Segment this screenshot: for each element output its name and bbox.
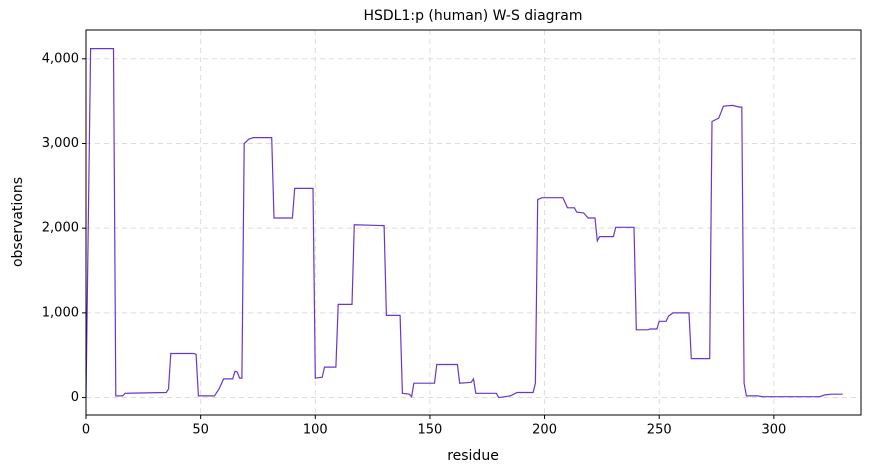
x-tick-label: 100 bbox=[303, 423, 328, 438]
x-tick-label: 0 bbox=[82, 423, 90, 438]
data-line bbox=[85, 47, 843, 399]
x-tick-label: 200 bbox=[532, 423, 557, 438]
x-tick-label: 250 bbox=[647, 423, 672, 438]
chart-title: HSDL1:p (human) W-S diagram bbox=[363, 8, 582, 24]
y-tick-label: 1,000 bbox=[42, 305, 79, 320]
y-tick-label: 2,000 bbox=[42, 221, 79, 236]
plot-frame bbox=[85, 29, 862, 416]
x-axis-label: residue bbox=[447, 448, 499, 464]
y-tick-label: 0 bbox=[71, 390, 79, 405]
x-tick-label: 50 bbox=[192, 423, 209, 438]
x-tick-label: 150 bbox=[418, 423, 443, 438]
x-tick-label: 300 bbox=[761, 423, 786, 438]
y-tick-label: 4,000 bbox=[42, 51, 79, 66]
y-axis-label: observations bbox=[10, 177, 26, 267]
y-tick-label: 3,000 bbox=[42, 136, 79, 151]
